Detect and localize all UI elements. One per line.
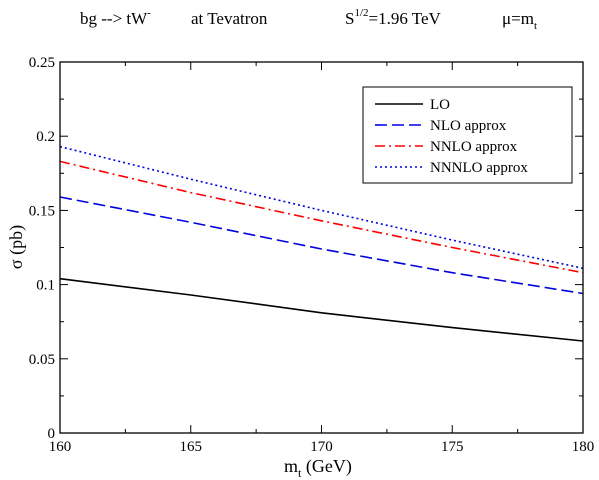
y-tick-label: 0	[48, 426, 56, 442]
x-tick-label: 175	[441, 439, 464, 455]
series-line-1	[59, 277, 584, 342]
chart-title: bg --> tW- at Tevatron S1/2=1.96 TeV μ=m…	[80, 7, 537, 32]
series-line-3	[59, 160, 584, 274]
y-tick-label: 0.25	[29, 55, 55, 71]
legend-items: LO NLO approx NNLO approx NNNLO approx	[375, 97, 528, 176]
y-tick-label: 0.2	[36, 129, 55, 145]
x-tick-label: 165	[180, 439, 203, 455]
y-tick-label: 0.05	[29, 352, 55, 368]
legend-label: NLO approx	[430, 118, 507, 134]
x-tick-label: 170	[310, 439, 333, 455]
title-process: bg --> tW-	[80, 7, 151, 28]
title-collider: at Tevatron	[191, 9, 268, 28]
series-line-2	[59, 196, 584, 295]
series-layer	[59, 145, 584, 342]
title-energy: S1/2=1.96 TeV	[345, 7, 442, 28]
y-tick-label: 0.15	[29, 203, 55, 219]
x-axis-label: mt (GeV)	[284, 456, 352, 480]
legend-label: NNNLO approx	[430, 160, 528, 176]
y-tick-label: 0.1	[36, 278, 55, 294]
x-tick-label: 180	[572, 439, 595, 455]
legend-label: LO	[430, 97, 450, 113]
y-axis-label: σ (pb)	[6, 225, 27, 269]
title-scale: μ=mt	[502, 9, 537, 32]
legend-label: NNLO approx	[430, 139, 518, 155]
legend: LO NLO approx NNLO approx NNNLO approx	[362, 86, 573, 184]
axis-ticks: 160 165 170 175 180 0 0.05 0.1 0.15 0.2 0.25	[29, 55, 595, 455]
legend-box	[362, 86, 573, 184]
x-tick-label: 160	[49, 439, 72, 455]
